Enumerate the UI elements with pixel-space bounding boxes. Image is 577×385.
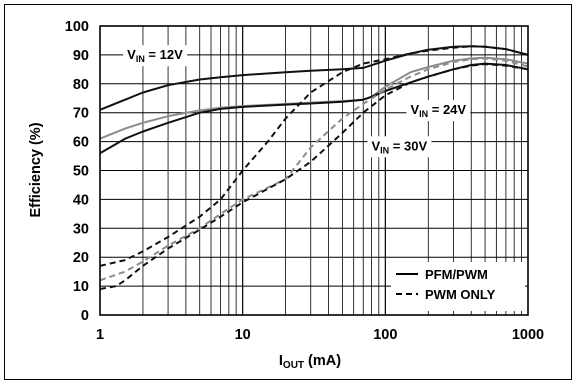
legend-label: PWM ONLY <box>425 287 496 302</box>
series-line <box>99 45 529 111</box>
plot-area-border <box>99 25 529 316</box>
series-lines <box>99 45 529 290</box>
annotation-background <box>367 136 432 158</box>
y-tick-label: 0 <box>81 308 89 324</box>
annotation-sub: IN <box>380 145 389 155</box>
y-tick-label: 60 <box>73 135 89 151</box>
annotation-main: V <box>127 47 136 62</box>
series-annotation: VIN = 24V <box>406 100 471 122</box>
annotation-main: V <box>372 138 381 153</box>
annotation-label: VIN = 30V <box>372 138 428 155</box>
annotation-tail: = 30V <box>389 138 427 153</box>
legend-box <box>391 262 525 311</box>
x-axis-label-tail: (mA) <box>304 353 341 369</box>
y-tick-label: 10 <box>73 279 89 295</box>
annotation-sub: IN <box>419 109 428 119</box>
y-tick-label: 70 <box>73 106 89 122</box>
y-tick-label: 40 <box>73 192 89 208</box>
x-axis-label: IOUT (mA) <box>279 353 341 371</box>
legend: PFM/PWM PWM ONLY <box>391 262 525 311</box>
y-tick-label: 20 <box>73 250 89 266</box>
annotation-label: VIN = 24V <box>410 102 466 119</box>
x-tick-label: 100 <box>373 327 397 343</box>
figure-frame <box>4 4 572 380</box>
series-line <box>99 62 529 155</box>
series-line <box>99 63 529 290</box>
series-line <box>99 45 529 267</box>
annotation-tail: = 24V <box>428 102 466 117</box>
y-tick-label: 90 <box>73 48 89 64</box>
y-tick-label: 50 <box>73 164 89 180</box>
annotation-tail: = 12V <box>145 47 183 62</box>
y-tick-label: 100 <box>65 19 89 35</box>
grid-lines <box>100 25 528 316</box>
y-axis-label: Efficiency (%) <box>28 122 44 217</box>
legend-label: PFM/PWM <box>425 267 488 282</box>
annotation-background <box>406 100 471 122</box>
annotation-main: V <box>410 102 419 117</box>
x-tick-label: 1000 <box>512 327 544 343</box>
series-annotation: VIN = 30V <box>367 136 432 158</box>
x-axis-label-sub: OUT <box>283 360 304 371</box>
y-tick-label: 80 <box>73 77 89 93</box>
series-line <box>99 57 529 282</box>
x-tick-label: 10 <box>235 327 251 343</box>
y-tick-label: 30 <box>73 221 89 237</box>
x-tick-label: 1 <box>96 327 104 343</box>
annotation-background <box>123 45 188 67</box>
series-annotation: VIN = 12V <box>123 45 188 67</box>
x-axis-label-main: I <box>279 353 283 369</box>
annotation-label: VIN = 12V <box>127 47 183 64</box>
annotation-sub: IN <box>136 54 145 64</box>
